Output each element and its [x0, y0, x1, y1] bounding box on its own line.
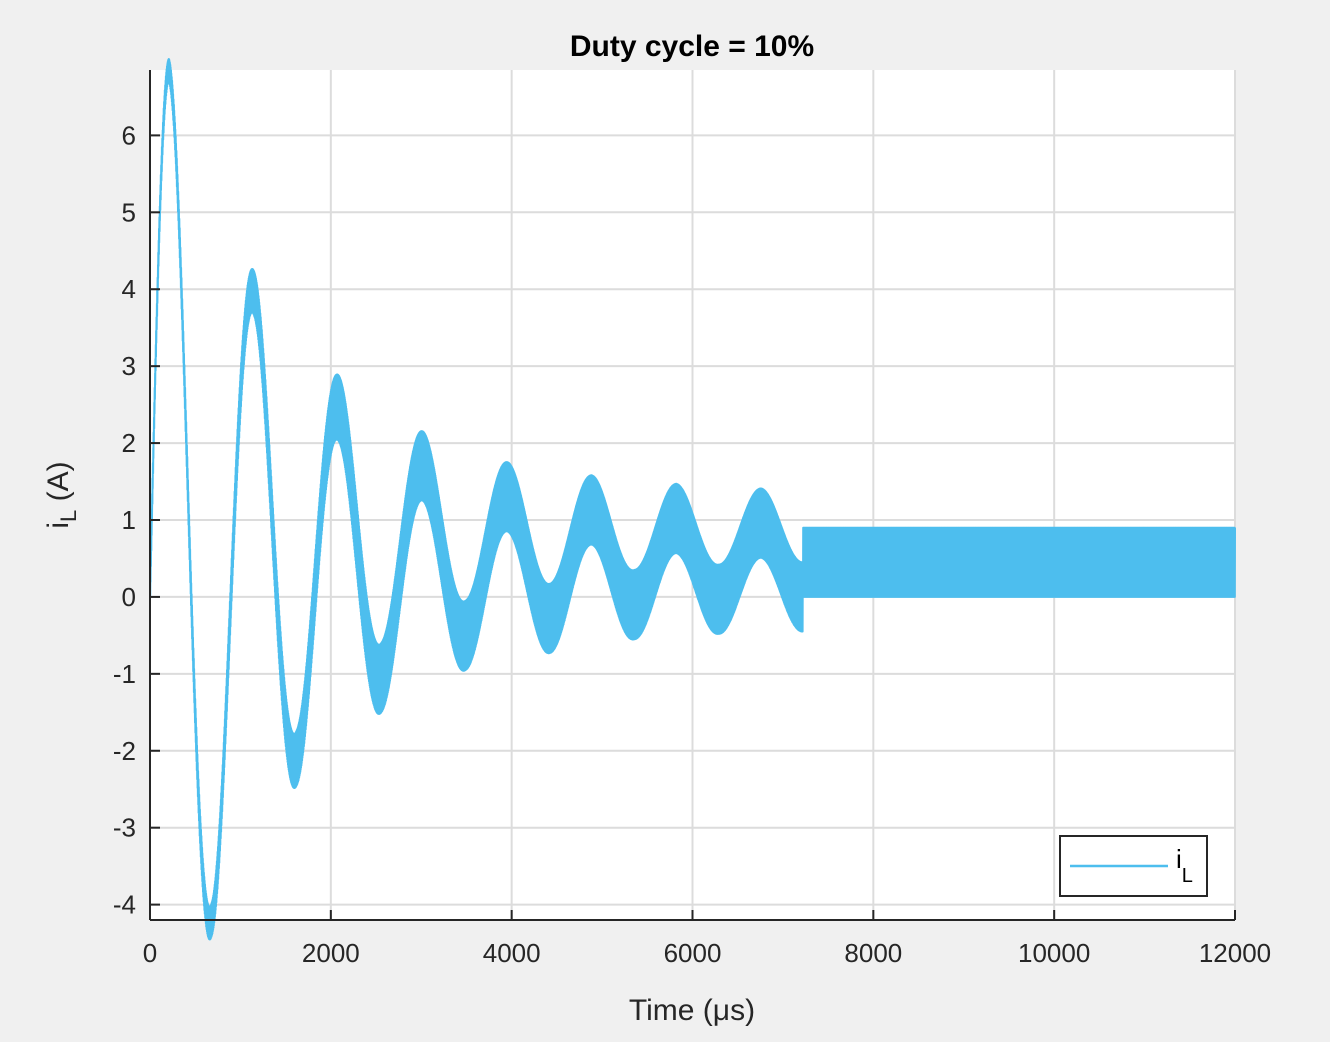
x-tick-label: 10000: [1018, 938, 1090, 968]
y-tick-label: 1: [122, 505, 136, 535]
x-tick-label: 12000: [1199, 938, 1271, 968]
x-tick-label: 4000: [483, 938, 541, 968]
y-axis-label-subscript: L: [56, 510, 81, 522]
y-axis-label: iL (A): [42, 461, 81, 528]
y-axis-label-base: i: [42, 522, 75, 529]
legend: iL: [1059, 835, 1208, 897]
y-tick-label: 6: [122, 120, 136, 150]
series-layer: [149, 58, 1236, 941]
axes: [149, 70, 1236, 921]
y-tick-label: -2: [113, 736, 136, 766]
legend-label-subscript: L: [1182, 865, 1193, 887]
y-tick-label: 2: [122, 428, 136, 458]
y-tick-label: 3: [122, 351, 136, 381]
y-tick-label: -4: [113, 890, 136, 920]
chart-title: Duty cycle = 10%: [570, 30, 814, 63]
y-tick-label: -1: [113, 659, 136, 689]
y-tick-label: -3: [113, 813, 136, 843]
legend-label-base: i: [1176, 844, 1182, 874]
series-line-iL: [149, 58, 1236, 941]
y-tick-label: 0: [122, 582, 136, 612]
grid: [149, 70, 1236, 920]
x-tick-label: 0: [143, 938, 157, 968]
x-axis-label: Time (μs): [629, 994, 755, 1027]
x-tick-label: 8000: [844, 938, 902, 968]
y-axis-label-unit: (A): [42, 461, 75, 509]
x-tick-label: 2000: [302, 938, 360, 968]
svg-text:iL (A): iL (A): [42, 461, 81, 528]
y-tick-label: 4: [122, 274, 136, 304]
tick-labels: 0 2000 4000 6000 8000 10000 12000 -4 -3 -2 -1 0 1 2 3 4…: [113, 120, 1271, 968]
y-tick-label: 5: [122, 197, 136, 227]
x-tick-label: 6000: [664, 938, 722, 968]
svg-text:iL: iL: [1176, 844, 1193, 887]
